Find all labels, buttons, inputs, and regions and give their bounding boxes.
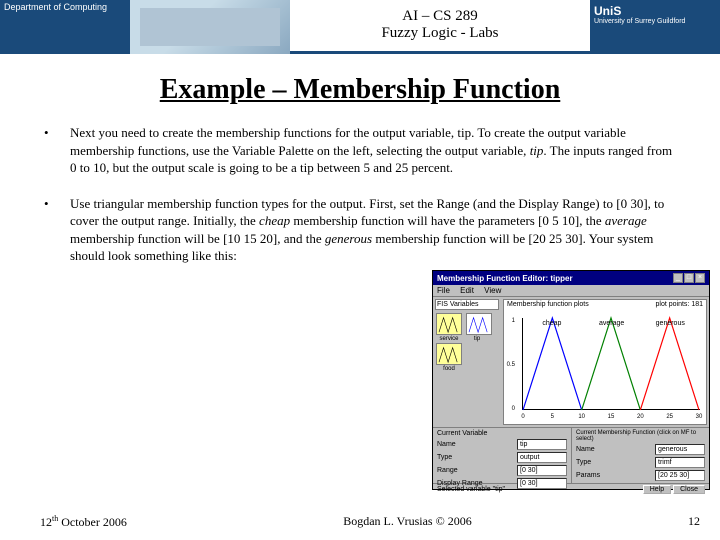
cmf-name-val[interactable]: generous bbox=[655, 444, 705, 455]
cv-type-val: output bbox=[517, 452, 567, 463]
slide-title: Example – Membership Function bbox=[0, 74, 720, 106]
cmf-name-label: Name bbox=[576, 446, 595, 453]
header-photo bbox=[130, 0, 290, 54]
cv-type-label: Type bbox=[437, 454, 452, 461]
close-icon[interactable]: × bbox=[695, 273, 705, 283]
body-text: • Next you need to create the membership… bbox=[0, 124, 720, 265]
palette-title: FIS Variables bbox=[435, 299, 499, 310]
plot-points-value: 181 bbox=[691, 301, 703, 308]
menu-bar: File Edit View bbox=[433, 285, 709, 297]
svg-text:5: 5 bbox=[551, 414, 555, 420]
status-text: Selected variable "tip" bbox=[437, 486, 505, 493]
bullet-mark: • bbox=[40, 195, 70, 265]
mf-plot[interactable]: Membership function plots plot points: 1… bbox=[503, 299, 707, 425]
cv-title: Current Variable bbox=[437, 430, 567, 437]
svg-text:1: 1 bbox=[512, 318, 516, 324]
minimize-icon[interactable]: _ bbox=[673, 273, 683, 283]
dept-banner: Department of Computing bbox=[0, 0, 130, 54]
svg-text:30: 30 bbox=[696, 414, 703, 420]
var-service[interactable] bbox=[436, 313, 462, 335]
menu-view[interactable]: View bbox=[484, 286, 501, 295]
menu-edit[interactable]: Edit bbox=[460, 286, 474, 295]
var-tip[interactable] bbox=[466, 313, 492, 335]
course-title: AI – CS 289 Fuzzy Logic - Labs bbox=[290, 0, 590, 54]
cmf-params-val[interactable]: [20 25 30] bbox=[655, 470, 705, 481]
help-button[interactable]: Help bbox=[643, 485, 671, 494]
slide-footer: 12th October 2006 Bogdan L. Vrusias © 20… bbox=[40, 514, 700, 530]
uni-sub: University of Surrey Guildford bbox=[594, 18, 685, 25]
cmf-params-label: Params bbox=[576, 472, 600, 479]
svg-text:15: 15 bbox=[608, 414, 615, 420]
variable-palette: FIS Variables service tip food bbox=[433, 297, 501, 427]
var-label-tip: tip bbox=[463, 336, 491, 342]
svg-text:0.5: 0.5 bbox=[507, 362, 516, 368]
cv-name-val: tip bbox=[517, 439, 567, 450]
mf-editor-window: Membership Function Editor: tipper _ □ ×… bbox=[432, 270, 710, 490]
svg-text:0: 0 bbox=[512, 406, 516, 412]
cv-range-val[interactable]: [0 30] bbox=[517, 465, 567, 476]
bullet-2-text: Use triangular membership function types… bbox=[70, 195, 680, 265]
uni-tag: UniS bbox=[594, 4, 621, 18]
maximize-icon[interactable]: □ bbox=[684, 273, 694, 283]
uni-banner: UniS University of Surrey Guildford bbox=[590, 0, 720, 54]
var-label-food: food bbox=[435, 366, 463, 372]
window-titlebar[interactable]: Membership Function Editor: tipper _ □ × bbox=[433, 271, 709, 285]
svg-text:25: 25 bbox=[666, 414, 673, 420]
footer-author: Bogdan L. Vrusias © 2006 bbox=[343, 514, 472, 530]
bullet-1: • Next you need to create the membership… bbox=[40, 124, 680, 177]
slide-header: Department of Computing AI – CS 289 Fuzz… bbox=[0, 0, 720, 54]
cmf-title: Current Membership Function (click on MF… bbox=[576, 430, 705, 442]
var-food[interactable] bbox=[436, 343, 462, 365]
cmf-type-val[interactable]: trimf bbox=[655, 457, 705, 468]
bullet-1-text: Next you need to create the membership f… bbox=[70, 124, 680, 177]
cv-range-label: Range bbox=[437, 467, 458, 474]
plot-area[interactable]: 05101520253000.51cheapaveragegenerous bbox=[522, 318, 700, 410]
current-mf-panel: Current Membership Function (click on MF… bbox=[571, 428, 709, 483]
current-variable-panel: Current Variable Name tip Type output Rang… bbox=[433, 428, 571, 483]
bullet-mark: • bbox=[40, 124, 70, 177]
window-title: Membership Function Editor: tipper bbox=[437, 274, 573, 283]
plot-points-label: plot points: bbox=[656, 301, 690, 308]
plot-header-label: Membership function plots bbox=[507, 301, 589, 308]
course-line1: AI – CS 289 bbox=[290, 8, 590, 25]
footer-date: 12th October 2006 bbox=[40, 514, 127, 530]
close-button[interactable]: Close bbox=[673, 485, 705, 494]
cv-name-label: Name bbox=[437, 441, 456, 448]
svg-text:0: 0 bbox=[521, 414, 525, 420]
bullet-2: • Use triangular membership function typ… bbox=[40, 195, 680, 265]
cmf-type-label: Type bbox=[576, 459, 591, 466]
svg-text:20: 20 bbox=[637, 414, 644, 420]
cv-drange-val[interactable]: [0 30] bbox=[517, 478, 567, 489]
svg-text:10: 10 bbox=[578, 414, 585, 420]
footer-page: 12 bbox=[688, 514, 700, 530]
course-line2: Fuzzy Logic - Labs bbox=[290, 25, 590, 42]
menu-file[interactable]: File bbox=[437, 286, 450, 295]
